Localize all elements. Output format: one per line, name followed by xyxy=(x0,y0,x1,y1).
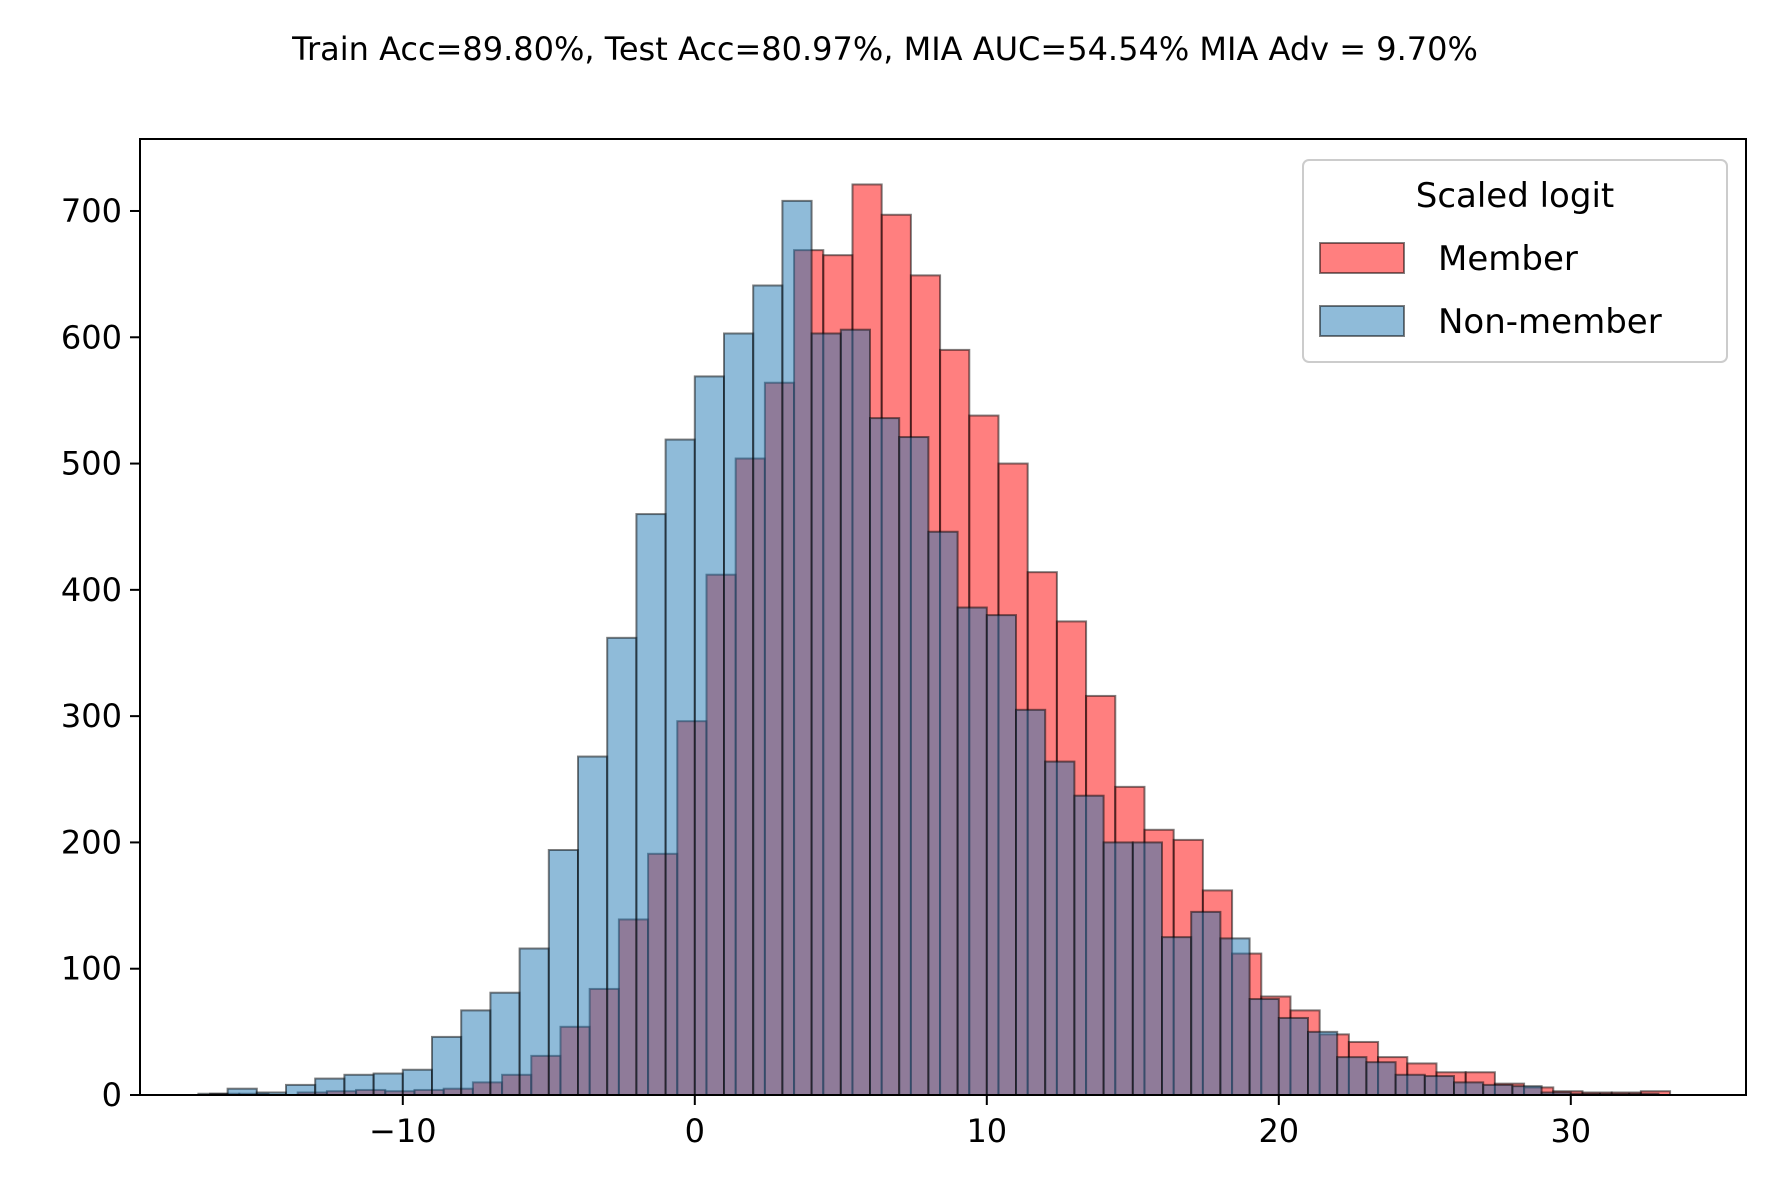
bar-non-member xyxy=(1482,1083,1514,1097)
bar-non-member xyxy=(1394,1073,1426,1097)
bar-non-member xyxy=(1044,760,1076,1096)
bar-non-member xyxy=(606,636,638,1097)
y-tick-label: 100 xyxy=(61,950,122,988)
y-tick-label: 700 xyxy=(61,192,122,230)
bar-non-member xyxy=(839,328,871,1096)
bar-non-member xyxy=(927,530,959,1096)
bar-non-member xyxy=(401,1068,433,1096)
bar-non-member xyxy=(985,614,1017,1096)
bar-non-member xyxy=(1248,998,1280,1097)
bar-non-member xyxy=(1015,708,1047,1096)
bar-non-member xyxy=(810,332,842,1097)
bar-non-member xyxy=(314,1077,346,1096)
bar-non-member xyxy=(372,1072,404,1097)
bar-non-member xyxy=(1131,841,1164,1096)
y-tick-label: 600 xyxy=(61,318,122,356)
bar-non-member xyxy=(1423,1075,1456,1097)
chart-title: Train Acc=89.80%, Test Acc=80.97%, MIA A… xyxy=(291,30,1478,68)
bar-non-member xyxy=(547,849,579,1096)
bar-non-member xyxy=(460,1009,492,1097)
legend: Scaled logit Member Non-member xyxy=(1302,159,1728,363)
bar-non-member xyxy=(1336,1056,1368,1096)
bar-non-member xyxy=(1453,1081,1485,1096)
bar-non-member xyxy=(431,1035,463,1097)
x-tick-label: −10 xyxy=(369,1112,437,1150)
legend-box xyxy=(1302,159,1728,363)
bar-non-member xyxy=(1102,841,1134,1096)
bar-non-member xyxy=(1073,794,1105,1096)
y-tick-label: 0 xyxy=(102,1076,122,1114)
legend-label-member: Member xyxy=(1438,239,1578,279)
bar-non-member xyxy=(635,513,667,1096)
legend-label-non-member: Non-member xyxy=(1438,302,1662,342)
x-tick-label: 10 xyxy=(966,1112,1007,1150)
bar-non-member xyxy=(1511,1085,1543,1097)
bar-non-member xyxy=(664,438,696,1096)
x-tick-label: 20 xyxy=(1258,1112,1299,1150)
bar-non-member xyxy=(489,991,521,1097)
bar-non-member xyxy=(1161,936,1193,1097)
legend-title: Scaled logit xyxy=(1416,176,1614,216)
y-tick-label: 400 xyxy=(61,571,122,609)
bar-non-member xyxy=(869,417,901,1097)
legend-swatch-non-member xyxy=(1319,305,1405,337)
bar-non-member xyxy=(898,436,930,1097)
bar-non-member xyxy=(693,375,725,1097)
bar-non-member xyxy=(1219,937,1251,1097)
bar-non-member xyxy=(752,284,784,1096)
x-tick-label: 0 xyxy=(685,1112,705,1150)
legend-swatch-member xyxy=(1319,242,1405,274)
bar-non-member xyxy=(1365,1061,1397,1097)
bar-non-member xyxy=(723,332,755,1097)
bar-non-member xyxy=(1190,910,1222,1096)
bar-non-member xyxy=(1277,1016,1310,1097)
y-tick-label: 300 xyxy=(61,697,122,735)
bar-non-member xyxy=(518,947,550,1097)
histogram-bars xyxy=(197,183,1672,1097)
bar-non-member xyxy=(1307,1030,1339,1096)
bar-non-member xyxy=(285,1083,317,1097)
series-non-member xyxy=(197,199,1660,1097)
bar-non-member xyxy=(343,1073,375,1097)
plot-frame xyxy=(139,138,1747,1096)
y-tick-label: 500 xyxy=(61,445,122,483)
y-tick-label: 200 xyxy=(61,823,122,861)
bar-non-member xyxy=(577,755,609,1096)
x-tick-label: 30 xyxy=(1550,1112,1591,1150)
bar-non-member xyxy=(956,606,988,1097)
bar-non-member xyxy=(781,199,813,1096)
